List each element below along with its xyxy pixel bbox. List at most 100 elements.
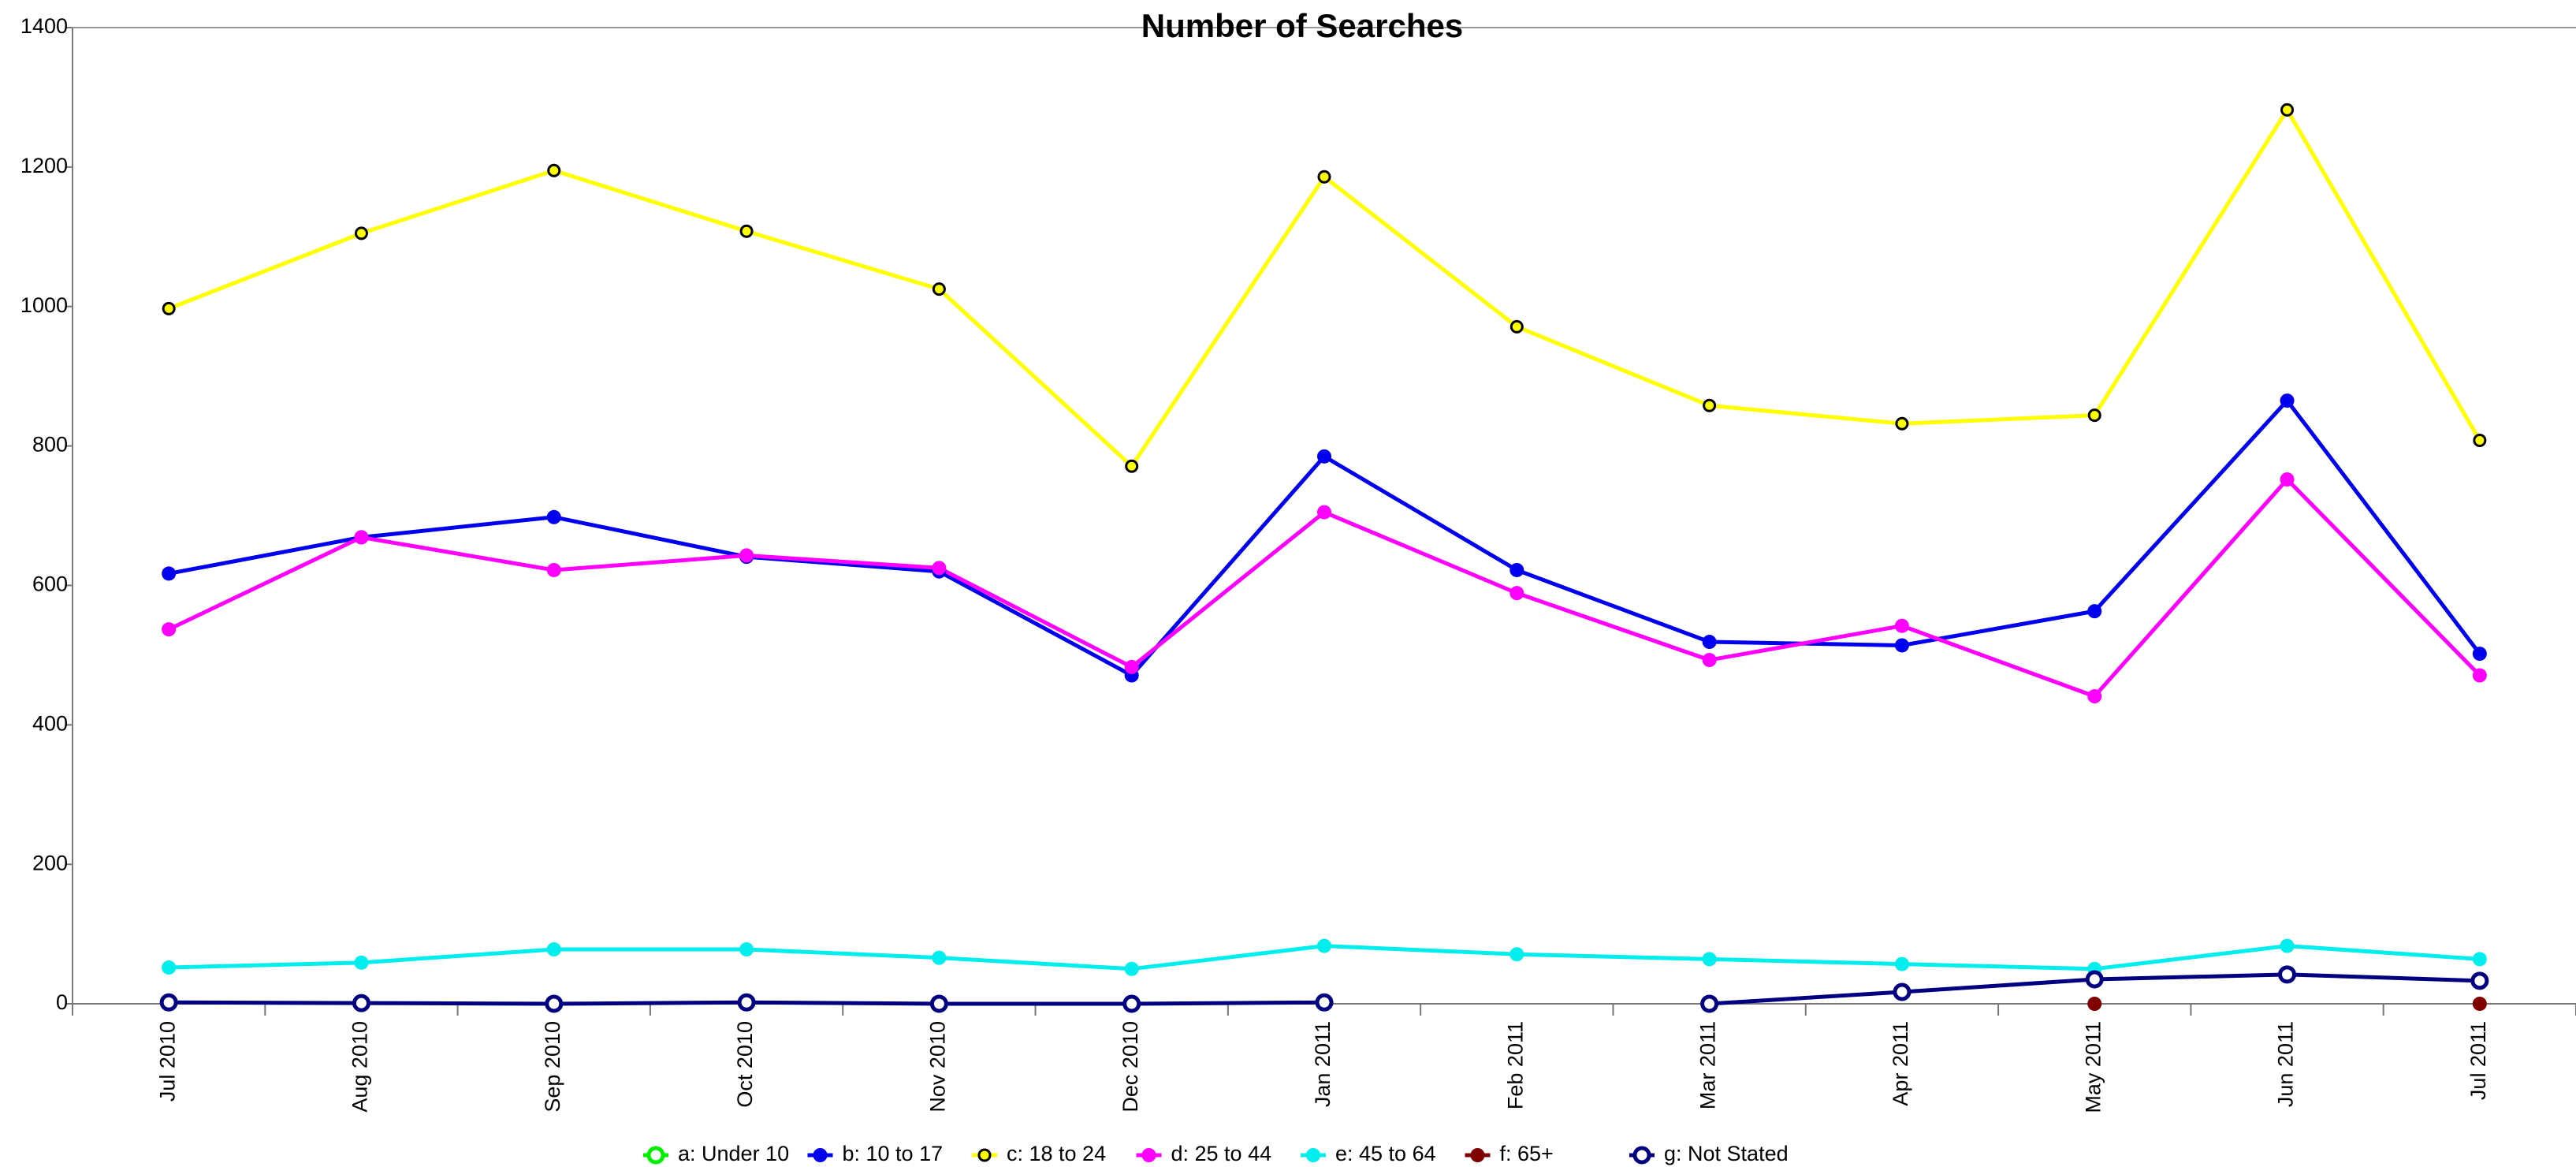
data-point <box>739 224 754 238</box>
data-point <box>1894 638 1909 653</box>
y-tick-label: 200 <box>32 851 68 874</box>
x-tick-label: Jul 2010 <box>155 1021 179 1102</box>
data-point <box>1703 398 1717 412</box>
legend-marker <box>646 1146 665 1165</box>
data-point <box>545 994 564 1013</box>
data-point <box>546 562 561 577</box>
data-point <box>737 993 756 1012</box>
data-point <box>1317 505 1331 520</box>
data-point <box>1124 659 1139 674</box>
x-tick-label: Sep 2010 <box>541 1021 564 1113</box>
data-point <box>739 942 754 957</box>
x-tick-label: Oct 2010 <box>733 1021 757 1108</box>
data-point <box>2280 393 2295 408</box>
x-tick-label: Feb 2011 <box>1503 1021 1527 1109</box>
data-point <box>546 942 561 957</box>
data-point <box>1317 449 1331 464</box>
data-point <box>2472 997 2487 1011</box>
data-point <box>2280 472 2295 487</box>
data-point <box>1125 459 1139 473</box>
legend-marker <box>813 1148 828 1162</box>
data-point <box>2470 971 2489 990</box>
data-point <box>354 226 368 240</box>
data-point <box>162 301 176 315</box>
series-line <box>168 106 2482 470</box>
legend-label: g: Not Stated <box>1664 1142 1789 1165</box>
data-point <box>162 960 177 975</box>
data-point <box>1317 170 1331 184</box>
y-tick-label: 800 <box>32 433 68 457</box>
data-point <box>1122 994 1141 1013</box>
data-point <box>1509 319 1524 334</box>
data-point <box>1894 956 1909 971</box>
data-point <box>1509 586 1524 601</box>
legend-label: f: 65+ <box>1500 1142 1554 1165</box>
data-point <box>354 530 369 545</box>
data-point <box>1895 416 1909 431</box>
data-point <box>1894 618 1909 633</box>
data-point <box>546 509 561 524</box>
data-point <box>2085 970 2104 989</box>
data-point <box>739 548 754 563</box>
data-point <box>1893 982 1912 1001</box>
data-point <box>2087 604 2102 619</box>
data-point <box>2472 952 2487 967</box>
data-point <box>354 955 369 970</box>
x-tick-label: Aug 2010 <box>348 1021 372 1113</box>
legend-label: b: 10 to 17 <box>843 1142 944 1165</box>
data-point <box>1702 952 1717 967</box>
x-tick-label: Apr 2011 <box>1889 1021 1912 1106</box>
data-point <box>1509 562 1524 577</box>
data-point <box>162 622 177 637</box>
legend-label: a: Under 10 <box>678 1142 789 1165</box>
x-tick-label: May 2011 <box>2081 1021 2105 1113</box>
data-point <box>1702 653 1717 668</box>
x-tick-label: Dec 2010 <box>1119 1021 1142 1113</box>
data-point <box>2280 938 2295 953</box>
legend-marker <box>1470 1148 1485 1162</box>
data-point <box>547 163 561 177</box>
x-tick-label: Jan 2011 <box>1311 1021 1335 1107</box>
x-tick-label: Jul 2011 <box>2466 1021 2490 1100</box>
data-point <box>2473 433 2487 447</box>
data-point <box>162 566 177 581</box>
y-tick-label: 600 <box>32 572 68 596</box>
x-tick-label: Mar 2011 <box>1696 1021 1720 1109</box>
data-point <box>2280 103 2295 117</box>
legend-label: d: 25 to 44 <box>1171 1142 1272 1165</box>
y-tick-label: 400 <box>32 711 68 735</box>
y-tick-label: 1000 <box>20 293 68 317</box>
data-point <box>352 994 370 1012</box>
data-point <box>2087 689 2102 704</box>
data-point <box>1702 635 1717 650</box>
data-point <box>2087 408 2101 423</box>
data-point <box>2472 668 2487 683</box>
data-point <box>1315 993 1334 1012</box>
data-point <box>932 561 947 576</box>
chart-title: Number of Searches <box>1141 7 1463 44</box>
data-point <box>932 282 946 296</box>
series-line <box>168 397 2481 678</box>
data-point <box>1317 938 1331 953</box>
legend-marker <box>1306 1148 1320 1162</box>
data-point <box>1509 947 1524 962</box>
data-point <box>2087 997 2102 1011</box>
x-tick-label: Jun 2011 <box>2274 1021 2298 1107</box>
data-point <box>1700 994 1719 1013</box>
legend-label: c: 18 to 24 <box>1007 1142 1106 1165</box>
data-point <box>1124 961 1139 976</box>
data-point <box>159 993 178 1012</box>
data-point <box>932 950 947 965</box>
legend-marker <box>1141 1148 1156 1162</box>
y-tick-label: 1400 <box>20 14 68 38</box>
legend-marker <box>977 1148 992 1162</box>
x-tick-label: Nov 2010 <box>926 1021 950 1113</box>
data-point <box>2278 965 2297 984</box>
data-point <box>2472 647 2487 662</box>
y-tick-label: 1200 <box>20 154 68 177</box>
legend-label: e: 45 to 64 <box>1335 1142 1436 1165</box>
y-tick-label: 0 <box>56 990 68 1014</box>
data-point <box>929 994 948 1013</box>
legend-marker <box>1632 1146 1651 1165</box>
